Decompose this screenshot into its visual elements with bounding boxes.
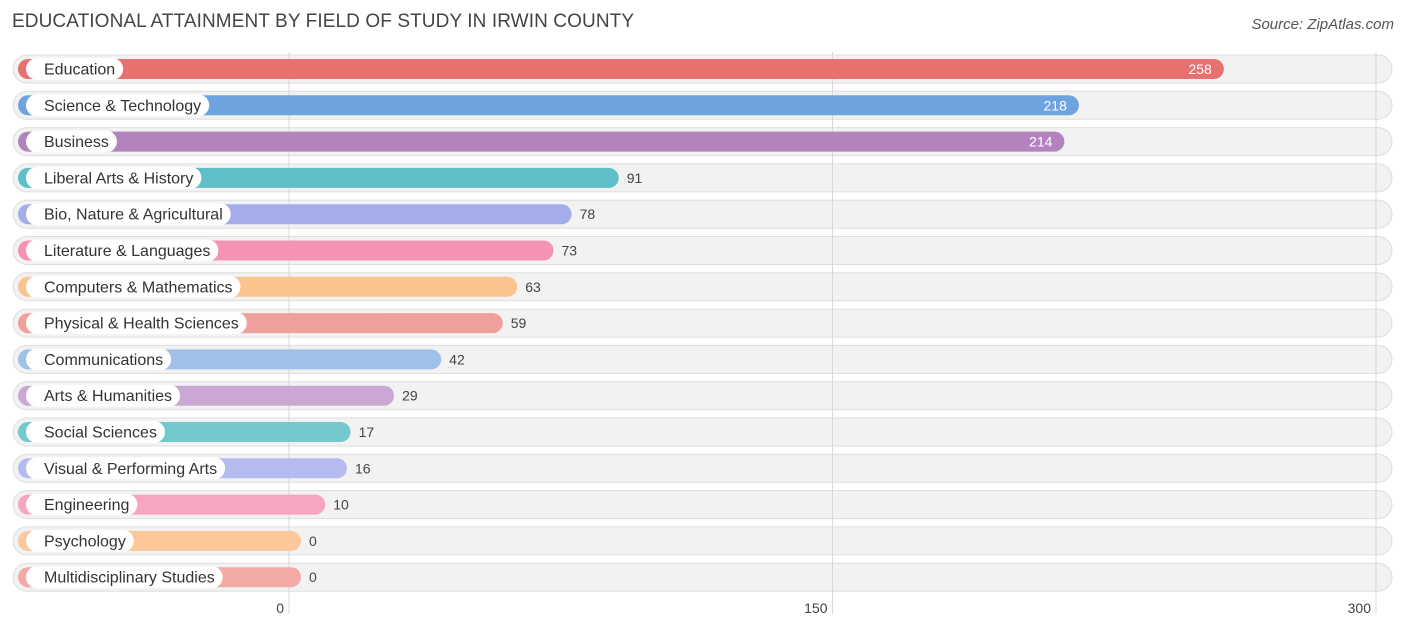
value-label: 17: [359, 424, 375, 440]
x-tick-label: 0: [276, 600, 284, 616]
category-label: Multidisciplinary Studies: [44, 570, 215, 587]
category-label-pill: [26, 275, 241, 298]
value-label: 16: [355, 460, 371, 476]
bar-group: Engineering 10: [18, 493, 349, 516]
category-label-pill: [26, 130, 117, 153]
bar-group: Business 214: [18, 130, 1065, 153]
category-label: Physical & Health Sciences: [44, 316, 239, 333]
row-background: [12, 417, 1393, 447]
bar-group: Social Sciences 17: [18, 421, 374, 443]
category-label-pill: [26, 58, 124, 80]
chart-title: EDUCATIONAL ATTAINMENT BY FIELD OF STUDY…: [12, 11, 635, 32]
value-label: 0: [309, 533, 317, 549]
category-label-pill: [26, 384, 181, 407]
bar: [18, 131, 1065, 152]
category-label-pill: [26, 312, 247, 335]
category-label-pill: [26, 421, 165, 443]
category-label: Education: [44, 62, 115, 79]
category-label: Communications: [44, 352, 163, 369]
value-label: 63: [525, 279, 541, 295]
category-label-pill: [26, 348, 172, 371]
bar-group: Arts & Humanities 29: [18, 384, 418, 407]
x-tick-label: 150: [804, 600, 828, 616]
value-label: 10: [333, 497, 349, 513]
bar-group: Multidisciplinary Studies 0: [18, 566, 317, 589]
category-label: Engineering: [44, 497, 129, 514]
value-label: 42: [449, 351, 465, 367]
category-label-pill: [26, 94, 210, 117]
value-label: 258: [1188, 61, 1212, 77]
bar-group: Education 258: [18, 58, 1224, 80]
value-label: 218: [1044, 97, 1068, 113]
value-label: 29: [402, 388, 418, 404]
source-attribution: Source: ZipAtlas.com: [1251, 16, 1394, 33]
category-label: Science & Technology: [44, 98, 201, 115]
category-label: Visual & Performing Arts: [44, 461, 217, 478]
bar-group: Liberal Arts & History 91: [18, 166, 643, 189]
value-label: 91: [627, 170, 643, 186]
category-label-pill: [26, 529, 134, 552]
category-label: Bio, Nature & Agricultural: [44, 207, 223, 224]
bar: [18, 59, 1224, 79]
category-label-pill: [26, 239, 219, 262]
value-label: 59: [511, 315, 527, 331]
bar-group: Science & Technology 218: [18, 94, 1079, 117]
bar: [18, 95, 1079, 116]
bar-group: Physical & Health Sciences 59: [18, 312, 527, 335]
category-label-pill: [26, 493, 138, 516]
category-label: Arts & Humanities: [44, 388, 172, 405]
value-label: 73: [562, 243, 578, 259]
category-label: Literature & Languages: [44, 243, 210, 260]
bar-group: Visual & Performing Arts 16: [18, 457, 371, 480]
row-background: [12, 453, 1393, 483]
value-label: 0: [309, 569, 317, 585]
bar-group: Bio, Nature & Agricultural 78: [18, 203, 596, 226]
category-label-pill: [26, 203, 231, 226]
bar-group: Communications 42: [18, 348, 465, 371]
category-label: Social Sciences: [44, 425, 157, 442]
bar-group: Psychology 0: [18, 529, 317, 552]
category-label-pill: [26, 566, 223, 589]
bar-group: Computers & Mathematics 63: [18, 275, 541, 298]
x-tick-label: 300: [1348, 600, 1372, 616]
category-label-pill: [26, 457, 226, 480]
value-label: 78: [580, 206, 596, 222]
category-label-pill: [26, 166, 202, 189]
row-background: [12, 526, 1393, 556]
category-label: Liberal Arts & History: [44, 170, 193, 187]
bar-group: Literature & Languages 73: [18, 239, 578, 262]
category-label: Computers & Mathematics: [44, 279, 233, 296]
category-label: Psychology: [44, 533, 126, 550]
value-label: 214: [1029, 134, 1053, 150]
row-background: [12, 562, 1393, 592]
category-label: Business: [44, 134, 109, 151]
row-background: [12, 490, 1393, 520]
